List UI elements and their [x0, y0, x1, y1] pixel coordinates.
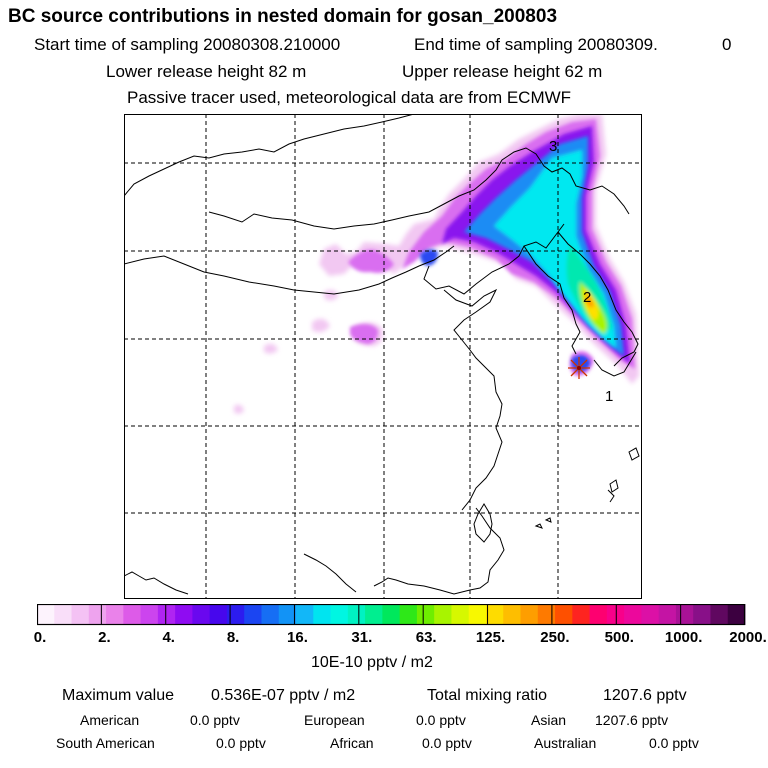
colorbar-cell	[451, 604, 470, 625]
plot-title: BC source contributions in nested domain…	[8, 6, 558, 27]
colorbar-cell	[54, 604, 72, 625]
region-value-south-american: 0.0 pptv	[216, 735, 266, 751]
colorbar-cell	[537, 604, 556, 625]
colorbar-tick-label: 16.	[287, 629, 308, 646]
colorbar-cell	[727, 604, 746, 625]
region-value-australian: 0.0 pptv	[649, 735, 699, 751]
colorbar-tick-label: 31.	[351, 629, 373, 646]
tracer-note: Passive tracer used, meteorological data…	[127, 88, 572, 107]
colorbar-cell	[710, 604, 729, 625]
coastline	[124, 114, 640, 595]
map-panel: 3 2 1	[124, 114, 642, 599]
colorbar-cell	[192, 604, 211, 625]
lat-lon-grid	[124, 114, 642, 598]
colorbar-cell	[71, 604, 90, 625]
region-name-south-american: South American	[56, 735, 155, 751]
max-value: 0.536E-07 pptv / m2	[211, 687, 356, 704]
region-name-australian: Australian	[534, 735, 597, 751]
colorbar-cell	[641, 604, 660, 625]
colorbar-cell	[347, 604, 366, 625]
colorbar-cell	[606, 604, 625, 625]
colorbar-cell	[589, 604, 608, 625]
start-time-label: Start time of sampling 20080308.210000	[34, 35, 341, 54]
colorbar-cell	[226, 604, 245, 625]
colorbar-cell	[399, 604, 418, 625]
colorbar-unit: 10E-10 pptv / m2	[311, 654, 433, 671]
colorbar-cell	[416, 604, 435, 625]
colorbar-cell	[278, 604, 297, 625]
colorbar-cell	[123, 604, 142, 625]
colorbar-cell	[296, 604, 314, 625]
colorbar-cell	[675, 604, 694, 625]
region-name-european: European	[304, 712, 365, 728]
region-value-european: 0.0 pptv	[416, 712, 466, 728]
colorbar-cell	[658, 604, 677, 625]
colorbar-tick-label: 8.	[226, 629, 240, 646]
colorbar-tick-label: 250.	[540, 629, 570, 646]
region-value-asian: 1207.6 pptv	[595, 712, 669, 728]
colorbar-cell	[434, 604, 452, 625]
colorbar-cell	[244, 604, 262, 625]
colorbar-cell	[572, 604, 590, 625]
colorbar-cell	[693, 604, 711, 625]
colorbar-cell	[313, 604, 331, 625]
end-time-label: End time of sampling 20080309.	[414, 35, 658, 54]
colorbar-cell	[382, 604, 401, 625]
marker-3: 3	[549, 138, 557, 155]
receptor-star-icon	[568, 357, 590, 379]
colorbar	[37, 604, 746, 626]
upper-release-height: Upper release height 62 m	[402, 62, 603, 81]
colorbar-cell	[175, 604, 193, 625]
lower-release-height: Lower release height 82 m	[106, 62, 307, 81]
map-frame	[124, 114, 642, 599]
colorbar-cell	[88, 604, 107, 625]
colorbar-tick-label: 0.	[33, 629, 47, 646]
colorbar-cell	[365, 604, 383, 625]
colorbar-tick-label: 500.	[604, 629, 634, 646]
max-value-label: Maximum value	[62, 687, 175, 704]
region-name-asian: Asian	[531, 712, 567, 728]
colorbar-tick-label: 63.	[415, 629, 437, 646]
region-name-american: American	[80, 712, 140, 728]
colorbar-cell	[261, 604, 280, 625]
colorbar-cell	[330, 604, 349, 625]
colorbar-cell	[37, 604, 55, 625]
colorbar-tick-label: 1000.	[664, 629, 703, 646]
colorbar-cell	[157, 604, 176, 625]
colorbar-cell	[555, 604, 573, 625]
colorbar-tick-label: 2000.	[729, 629, 767, 646]
colorbar-cell	[468, 604, 487, 625]
total-mixing-value: 1207.6 pptv	[603, 687, 687, 704]
end-time-suffix: 0	[722, 35, 732, 54]
region-value-american: 0.0 pptv	[190, 712, 240, 728]
colorbar-tick-label: 4.	[162, 629, 175, 646]
colorbar-cell	[520, 604, 539, 625]
colorbar-cell	[485, 604, 504, 625]
colorbar-cell	[140, 604, 159, 625]
colorbar-cell	[106, 604, 124, 625]
marker-2: 2	[583, 289, 591, 306]
region-value-african: 0.0 pptv	[422, 735, 472, 751]
colorbar-cell	[503, 604, 521, 625]
colorbar-tick-label: 125.	[475, 629, 506, 646]
colorbar-cell	[209, 604, 228, 625]
region-name-african: African	[330, 735, 374, 751]
marker-1: 1	[605, 388, 613, 405]
colorbar-cell	[624, 604, 642, 625]
colorbar-tick-label: 2.	[98, 629, 111, 646]
total-mixing-label: Total mixing ratio	[427, 687, 548, 704]
